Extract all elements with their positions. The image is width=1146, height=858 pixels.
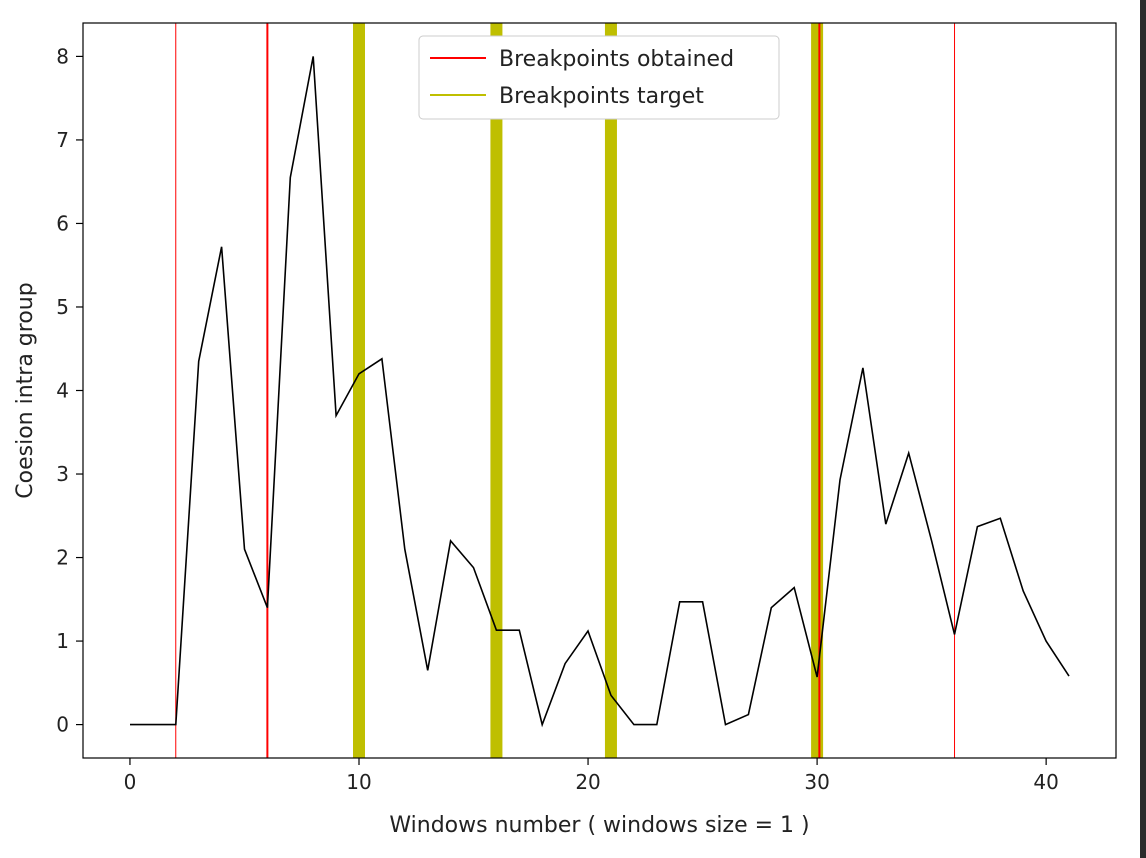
y-tick-label: 3 (56, 462, 69, 486)
y-tick-label: 2 (56, 546, 69, 570)
legend: Breakpoints obtained Breakpoints target (418, 35, 780, 120)
y-tick-label: 4 (56, 379, 69, 403)
legend-label-breakpoints-obtained: Breakpoints obtained (499, 47, 734, 72)
legend-box (418, 35, 780, 120)
x-tick-label: 0 (124, 770, 137, 794)
y-tick-label: 6 (56, 211, 69, 235)
x-tick-label: 20 (575, 770, 600, 794)
window-edge (1140, 0, 1146, 858)
ticks: 0 10 20 30 40 0 1 2 3 4 5 6 7 8 (56, 44, 1059, 794)
legend-label-breakpoints-target: Breakpoints target (499, 84, 704, 109)
y-tick-label: 0 (56, 713, 69, 737)
x-tick-label: 30 (804, 770, 829, 794)
y-axis-label: Coesion intra group (13, 282, 38, 498)
x-tick-label: 10 (346, 770, 371, 794)
series-layer (130, 56, 1070, 728)
breakpoint-lines (175, 23, 956, 758)
y-tick-label: 5 (56, 295, 69, 319)
y-tick-label: 1 (56, 629, 69, 653)
y-tick-label: 8 (56, 44, 69, 68)
y-tick-label: 7 (56, 128, 69, 152)
x-axis-label: Windows number ( windows size = 1 ) (389, 813, 809, 838)
x-tick-label: 40 (1033, 770, 1058, 794)
series-line (130, 56, 1070, 728)
